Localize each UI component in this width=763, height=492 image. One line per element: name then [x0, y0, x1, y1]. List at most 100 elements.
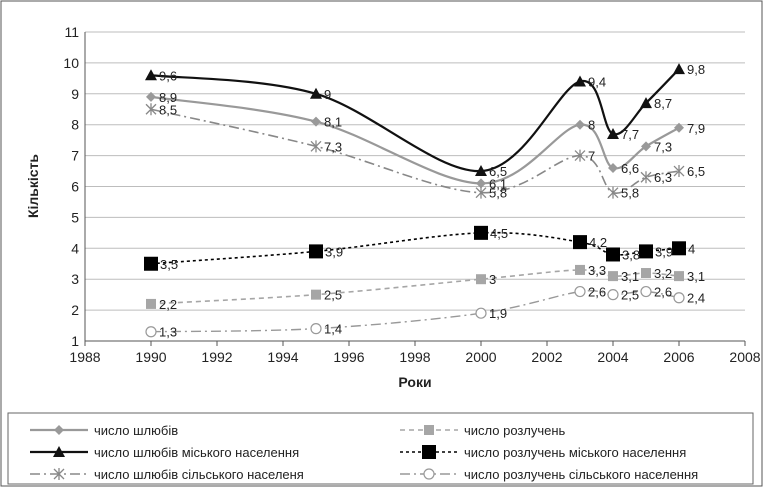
data-point	[311, 116, 321, 127]
data-point	[606, 247, 620, 262]
series-line	[150, 269, 680, 305]
legend: число шлюбів число шлюбів міського населе…	[30, 423, 698, 482]
legend-box	[7, 412, 754, 485]
x-tick-label: 2008	[729, 349, 760, 365]
data-point	[311, 289, 321, 300]
data-point	[607, 186, 619, 199]
tick-labels: 1 2 3 4 5 6 7 8 9 10 11 1988 1990 1992 1994 1996 1998 200…	[63, 24, 760, 365]
data-point	[608, 162, 618, 173]
data-point	[145, 69, 157, 81]
data-label: 3,3	[588, 263, 606, 278]
data-point	[673, 63, 685, 75]
data-label: 9	[324, 87, 331, 102]
legend-marker	[53, 468, 65, 480]
x-tick-label: 1996	[333, 349, 364, 365]
y-tick-label: 7	[71, 148, 79, 164]
data-point	[641, 268, 651, 279]
data-label: 7	[588, 149, 595, 164]
data-label: 4	[688, 241, 695, 256]
legend-marker	[424, 425, 434, 435]
data-point	[639, 244, 653, 259]
y-tick-label: 3	[71, 271, 79, 287]
data-label: 6,5	[489, 164, 507, 179]
data-label: 1,3	[159, 325, 177, 340]
data-point	[574, 75, 586, 87]
data-point	[674, 122, 684, 133]
data-point	[640, 171, 652, 184]
data-label: 5,8	[621, 186, 639, 201]
data-point	[641, 141, 651, 152]
data-label: 6,6	[621, 161, 639, 176]
data-label: 3,5	[160, 257, 178, 272]
x-tick-label: 2006	[663, 349, 694, 365]
legend-label: число шлюбів	[94, 423, 178, 438]
data-point	[574, 285, 586, 298]
data-label: 7,3	[324, 139, 342, 154]
data-label: 3,8	[622, 247, 640, 262]
data-point	[475, 186, 487, 199]
data-label: 4,5	[490, 226, 508, 241]
data-labels: 8,9 8,1 6,1 8 6,6 7,3 7,9 9,6 9 6,5 9,4 7,7 8,7 9,8 8,…	[159, 62, 705, 340]
data-label: 7,7	[621, 127, 639, 142]
legend-label: число розлучень міського населення	[464, 445, 686, 460]
data-label: 8,9	[159, 90, 177, 105]
data-point	[475, 307, 487, 319]
data-point	[310, 87, 322, 99]
data-point	[674, 271, 684, 282]
data-label: 6,3	[654, 170, 672, 185]
data-point	[146, 298, 156, 309]
legend-marker	[423, 468, 435, 480]
series-lines	[144, 63, 686, 338]
legend-label: число шлюбів міського населення	[94, 445, 299, 460]
data-label: 1,4	[324, 322, 342, 337]
data-label: 8,1	[324, 115, 342, 130]
data-point	[476, 274, 486, 285]
data-label: 7,9	[687, 121, 705, 136]
series-line	[150, 68, 680, 173]
data-point	[573, 235, 587, 250]
data-label: 2,2	[159, 297, 177, 312]
data-point	[476, 178, 486, 189]
data-label: 2,6	[654, 285, 672, 300]
series-line	[150, 95, 680, 185]
y-tick-label: 11	[64, 24, 79, 40]
data-point	[575, 264, 585, 275]
x-tick-label: 2004	[597, 349, 628, 365]
data-label: 5,8	[489, 186, 507, 201]
data-point	[474, 225, 488, 240]
data-point	[673, 292, 685, 304]
data-label: 8,7	[654, 96, 672, 111]
data-label: 2,4	[687, 291, 705, 306]
data-label: 9,8	[687, 62, 705, 77]
data-label: 3,9	[655, 244, 673, 259]
data-point	[640, 285, 652, 298]
y-tick-label: 9	[71, 86, 79, 102]
x-tick-label: 1994	[267, 349, 298, 365]
data-point	[309, 244, 323, 259]
data-point	[144, 256, 158, 271]
data-label: 3,1	[621, 269, 639, 284]
legend-marker	[53, 446, 65, 457]
y-tick-label: 6	[71, 179, 79, 195]
data-label: 6,5	[687, 164, 705, 179]
y-tick-label: 2	[71, 302, 79, 318]
legend-marker	[54, 425, 64, 435]
x-tick-label: 1990	[135, 349, 166, 365]
data-point	[145, 326, 157, 338]
data-label: 3,2	[654, 266, 672, 281]
data-label: 6,1	[489, 176, 507, 191]
data-label: 3,9	[325, 244, 343, 259]
data-label: 4,2	[589, 235, 607, 250]
x-axis-title: Роки	[398, 374, 431, 390]
legend-label: число розлучень	[464, 423, 566, 438]
legend-marker	[422, 445, 436, 459]
data-label: 8	[588, 118, 595, 133]
data-point	[574, 149, 586, 162]
data-label: 2,5	[324, 288, 342, 303]
x-tick-label: 1998	[399, 349, 430, 365]
x-tick-label: 1992	[201, 349, 232, 365]
legend-label: число шлюбів сільського населеня	[94, 467, 304, 482]
